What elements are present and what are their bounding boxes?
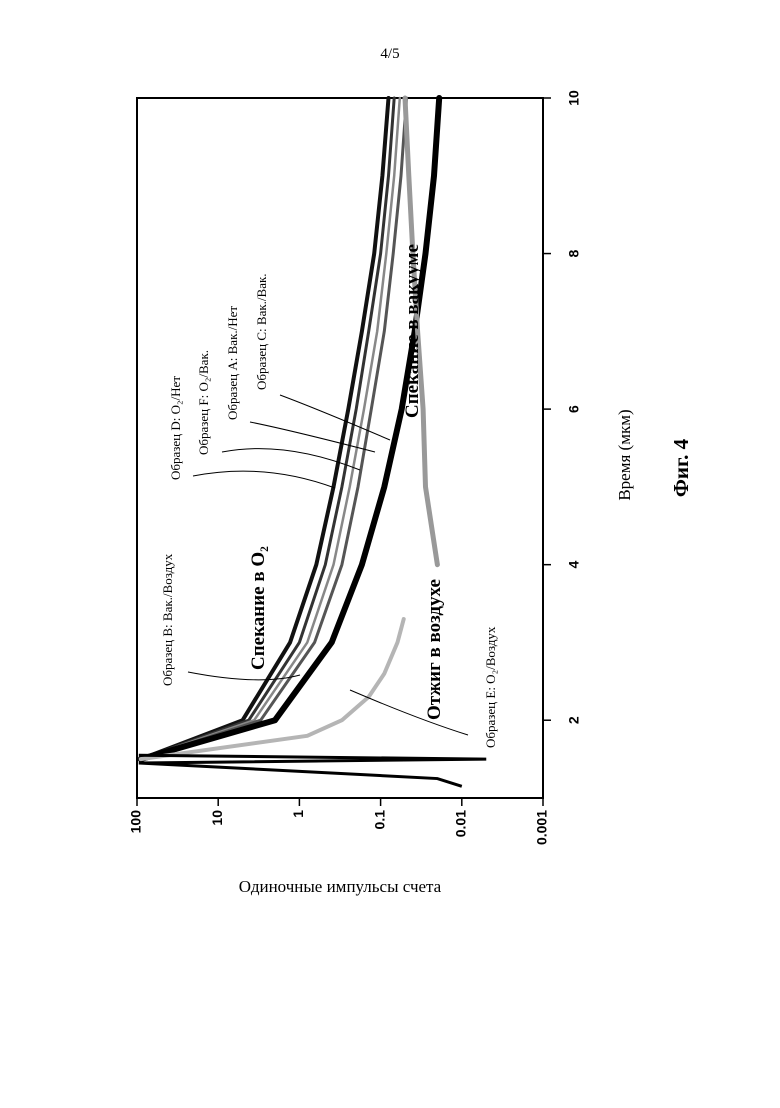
y-tick-label: 100	[128, 810, 144, 834]
region-annotation: Отжиг в воздухе	[424, 579, 445, 720]
series-label: Образец B: Вак./Воздух	[160, 553, 175, 686]
x-tick-label: 10	[566, 90, 582, 106]
peak-spike	[139, 755, 486, 786]
x-tick-label: 4	[566, 561, 582, 569]
series-label: Образец A: Вак./Нет	[225, 306, 240, 420]
y-tick-label: 10	[209, 810, 225, 826]
y-tick-label: 1	[290, 810, 306, 818]
series-line	[141, 619, 404, 759]
region-annotation: Спекание в O₂	[248, 546, 269, 670]
leader-line	[193, 471, 335, 488]
chart-area: 2 4 6 8 10 100 10 1 0.1 0.01 0.001 Образец D: O₂/Н…	[0, 0, 780, 1103]
y-axis-label: Одиночные импульсы счета	[239, 877, 442, 896]
log-decay-chart: 2 4 6 8 10 100 10 1 0.1 0.01 0.001 Образец D: O₂/Н…	[0, 0, 780, 1103]
x-tick-label: 2	[566, 716, 582, 724]
series-label: Образец F: O₂/Вак.	[196, 350, 211, 455]
y-tick-label: 0.001	[534, 810, 550, 845]
series-label: Образец C: Вак./Вак.	[254, 273, 269, 390]
y-tick-label: 0.1	[371, 810, 387, 830]
x-axis-label: Время (мкм)	[615, 409, 634, 500]
y-tick-label: 0.01	[453, 810, 469, 837]
series-label: Образец E: O₂/Воздух	[483, 626, 498, 748]
series-label: Образец D: O₂/Нет	[168, 376, 183, 480]
leader-line	[250, 422, 375, 452]
x-tick-label: 6	[566, 405, 582, 413]
region-annotation: Спекание в вакууме	[402, 244, 423, 418]
annotations: Образец D: O₂/Нет Образец F: O₂/Вак. Образ…	[160, 244, 498, 748]
series-line	[141, 98, 440, 759]
figure-caption: Фиг. 4	[669, 438, 693, 497]
x-tick-label: 8	[566, 249, 582, 257]
